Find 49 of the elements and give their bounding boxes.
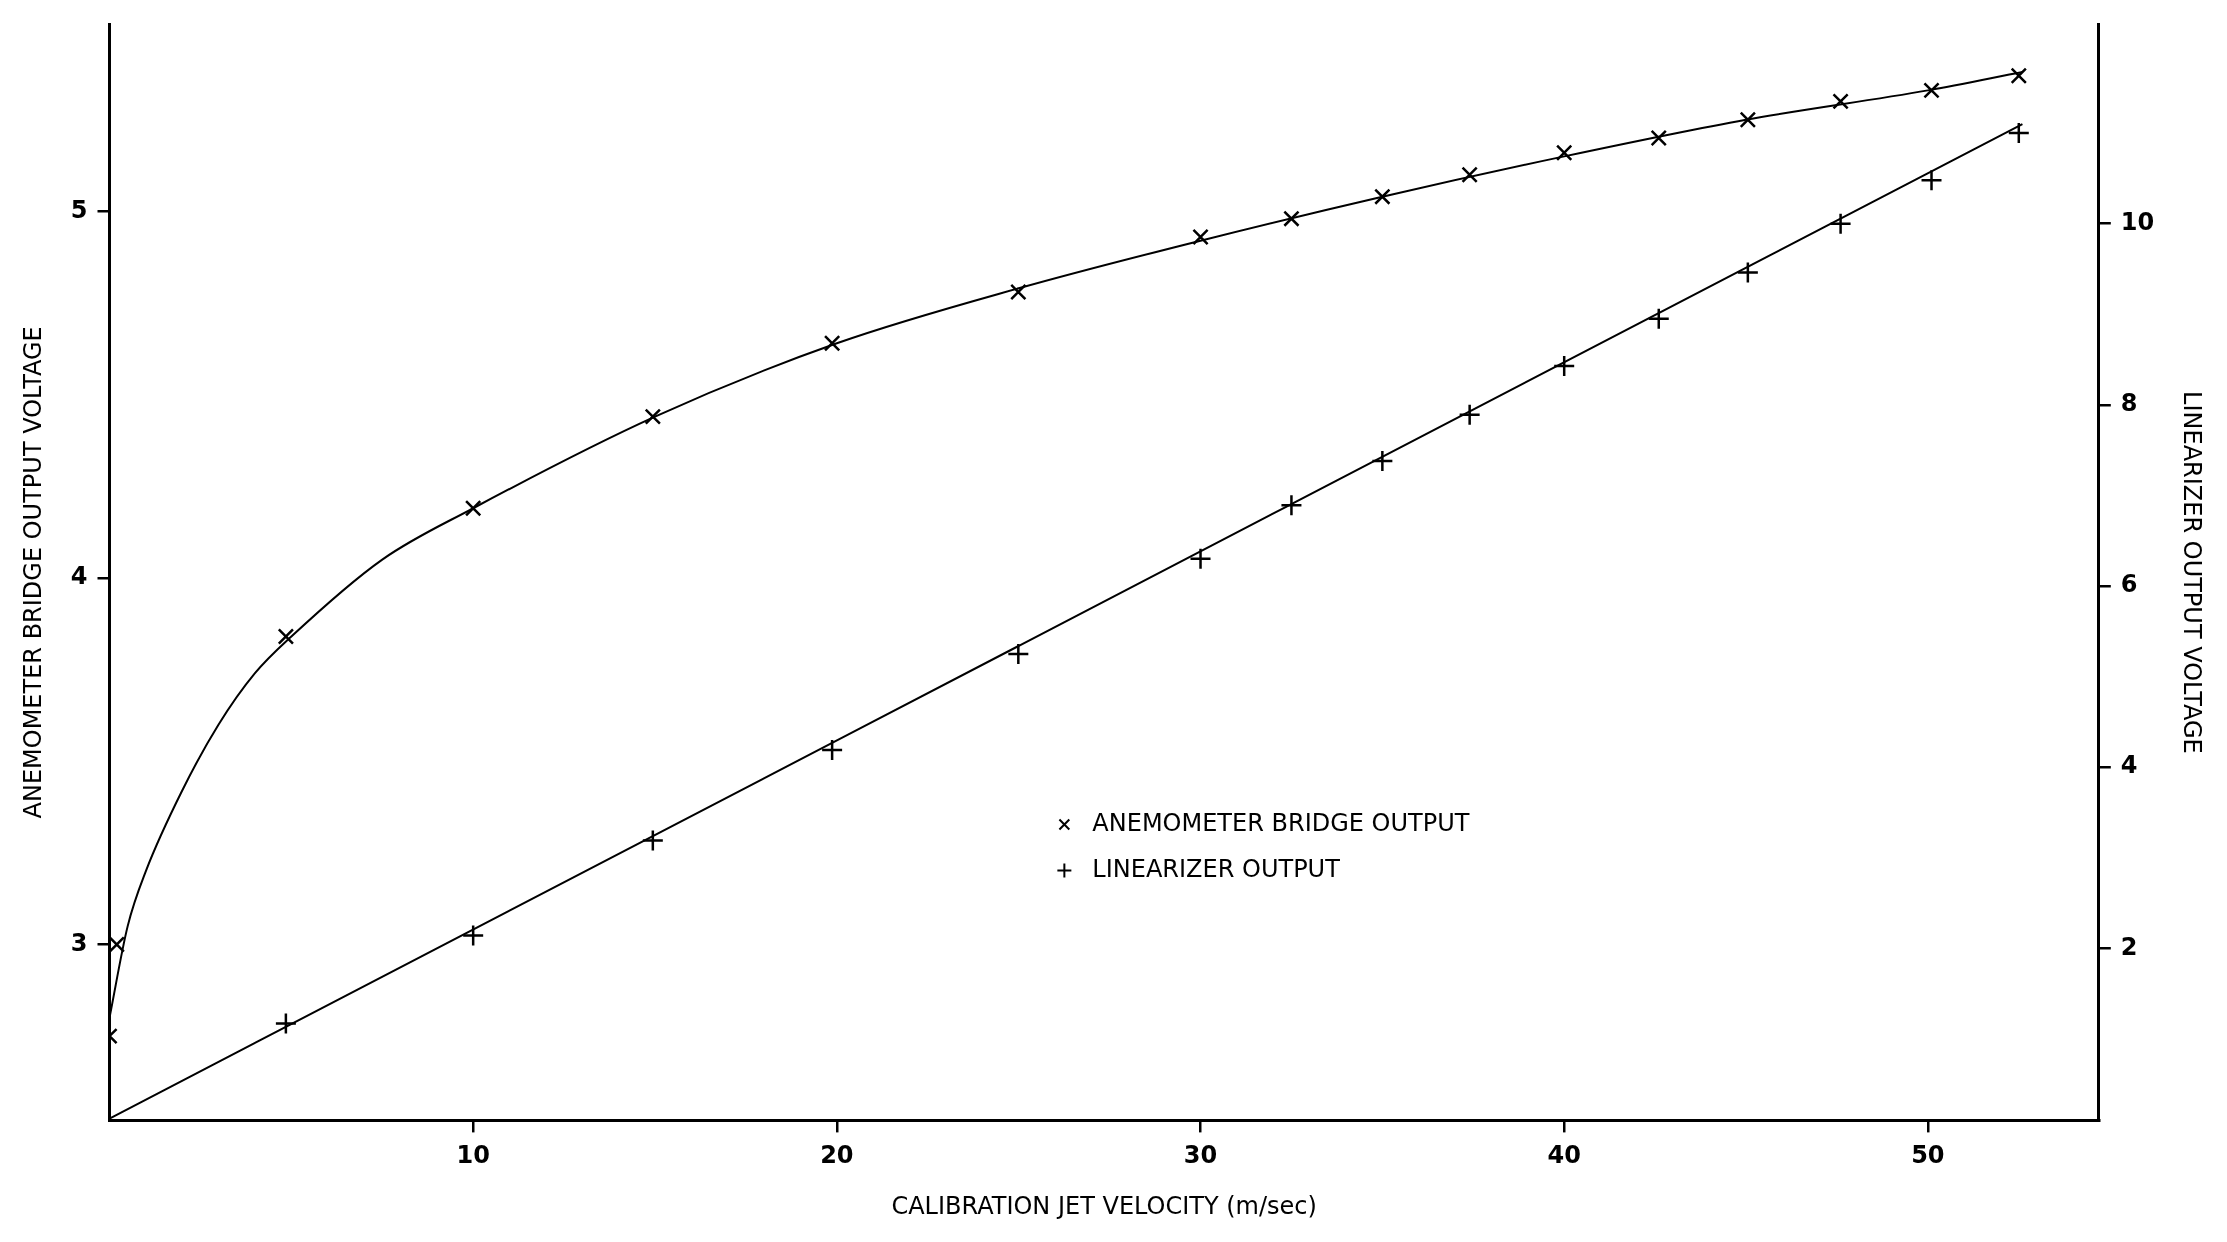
point <box>1829 212 1852 235</box>
x-tick-label: 40 <box>1547 1141 1581 1170</box>
y-tick-label: 4 <box>70 562 88 591</box>
x-tick-label: 30 <box>1183 1141 1218 1170</box>
point <box>1736 261 1760 284</box>
point <box>274 1012 298 1035</box>
y-tick-label: 3 <box>70 928 88 957</box>
legend-label: ANEMOMETER BRIDGE OUTPUT <box>1092 808 1470 837</box>
point <box>1739 111 1757 129</box>
point <box>823 334 841 352</box>
point <box>1920 168 1943 192</box>
legend-label: LINEARIZER OUTPUT <box>1092 854 1341 883</box>
point <box>1192 228 1209 246</box>
point <box>1832 93 1849 110</box>
y2-tick-label: 6 <box>2120 570 2138 599</box>
y-axis-title: ANEMOMETER BRIDGE OUTPUT VOLTAGE <box>18 326 47 819</box>
point <box>1007 642 1030 666</box>
point <box>2010 67 2028 85</box>
y2-tick-label: 4 <box>2120 751 2138 780</box>
x-tick-label: 20 <box>820 1141 854 1170</box>
y2-axis-title: LINEARIZER OUTPUT VOLTAGE <box>2178 391 2207 754</box>
y2-tick-label: 10 <box>2120 207 2155 236</box>
point <box>1458 403 1481 427</box>
point <box>1280 494 1303 517</box>
point <box>1555 144 1573 162</box>
point <box>1461 166 1478 184</box>
point <box>1923 82 1940 99</box>
point <box>1552 354 1576 378</box>
point <box>1374 188 1391 205</box>
x-axis-title: CALIBRATION JET VELOCITY (m/sec) <box>891 1191 1317 1220</box>
point <box>277 628 295 645</box>
point <box>464 499 482 517</box>
point <box>109 936 126 953</box>
point <box>1650 129 1668 147</box>
point <box>1647 307 1671 331</box>
point <box>820 738 844 762</box>
point <box>1010 283 1027 301</box>
point <box>1283 210 1300 227</box>
point <box>644 408 662 425</box>
y2-tick-label: 2 <box>2120 932 2138 961</box>
y-tick-label: 5 <box>70 195 88 224</box>
point <box>641 829 665 852</box>
x-tick-label: 10 <box>456 1141 490 1170</box>
x-tick-label: 50 <box>1911 1141 1945 1170</box>
point <box>461 924 485 947</box>
point <box>2007 121 2031 145</box>
point <box>1371 449 1394 473</box>
y2-tick-label: 8 <box>2120 389 2138 418</box>
point <box>1189 547 1212 571</box>
